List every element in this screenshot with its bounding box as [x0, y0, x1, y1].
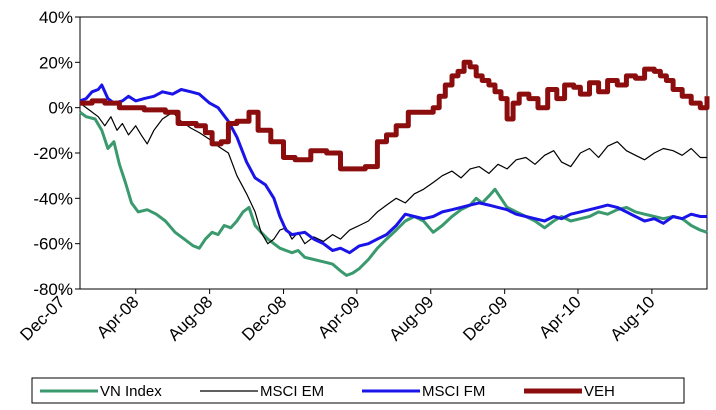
y-tick-label: 0%	[48, 99, 73, 118]
y-tick-label: -80%	[33, 280, 73, 299]
y-tick-label: 20%	[39, 53, 73, 72]
x-tick-label: Apr-08	[93, 292, 143, 342]
y-tick-label: -60%	[33, 235, 73, 254]
x-tick-label: Aug-08	[164, 292, 216, 344]
series-line-msci-fm	[79, 83, 707, 255]
series-layer	[79, 59, 710, 277]
y-tick-label: 40%	[39, 8, 73, 27]
x-tick-label: Apr-10	[535, 292, 585, 342]
legend-label: VN Index	[100, 383, 162, 400]
series-line-veh	[80, 59, 710, 172]
x-tick-label: Aug-09	[385, 292, 437, 344]
y-tick-label: -20%	[33, 144, 73, 163]
legend-label: VEH	[584, 383, 615, 400]
x-tick-label: Apr-09	[314, 292, 364, 342]
y-axis: 40% 20% 0% -20% -40% -60% -80%	[33, 8, 80, 299]
x-axis: Dec-07 Apr-08 Aug-08 Dec-08 Apr-09 Aug-09 Dec-…	[16, 289, 659, 345]
series-line-msci-em	[79, 102, 707, 245]
series-line-vn-index	[79, 110, 708, 277]
legend-label: MSCI FM	[422, 383, 485, 400]
y-tick-label: -40%	[33, 189, 73, 208]
x-tick-label: Dec-09	[459, 292, 511, 344]
legend: VN Index MSCI EM MSCI FM VEH	[31, 377, 685, 404]
x-tick-label: Dec-07	[16, 292, 68, 344]
x-tick-label: Dec-08	[238, 292, 290, 344]
plot-area	[79, 16, 708, 290]
x-tick-label: Aug-10	[606, 292, 658, 344]
legend-label: MSCI EM	[260, 383, 324, 400]
